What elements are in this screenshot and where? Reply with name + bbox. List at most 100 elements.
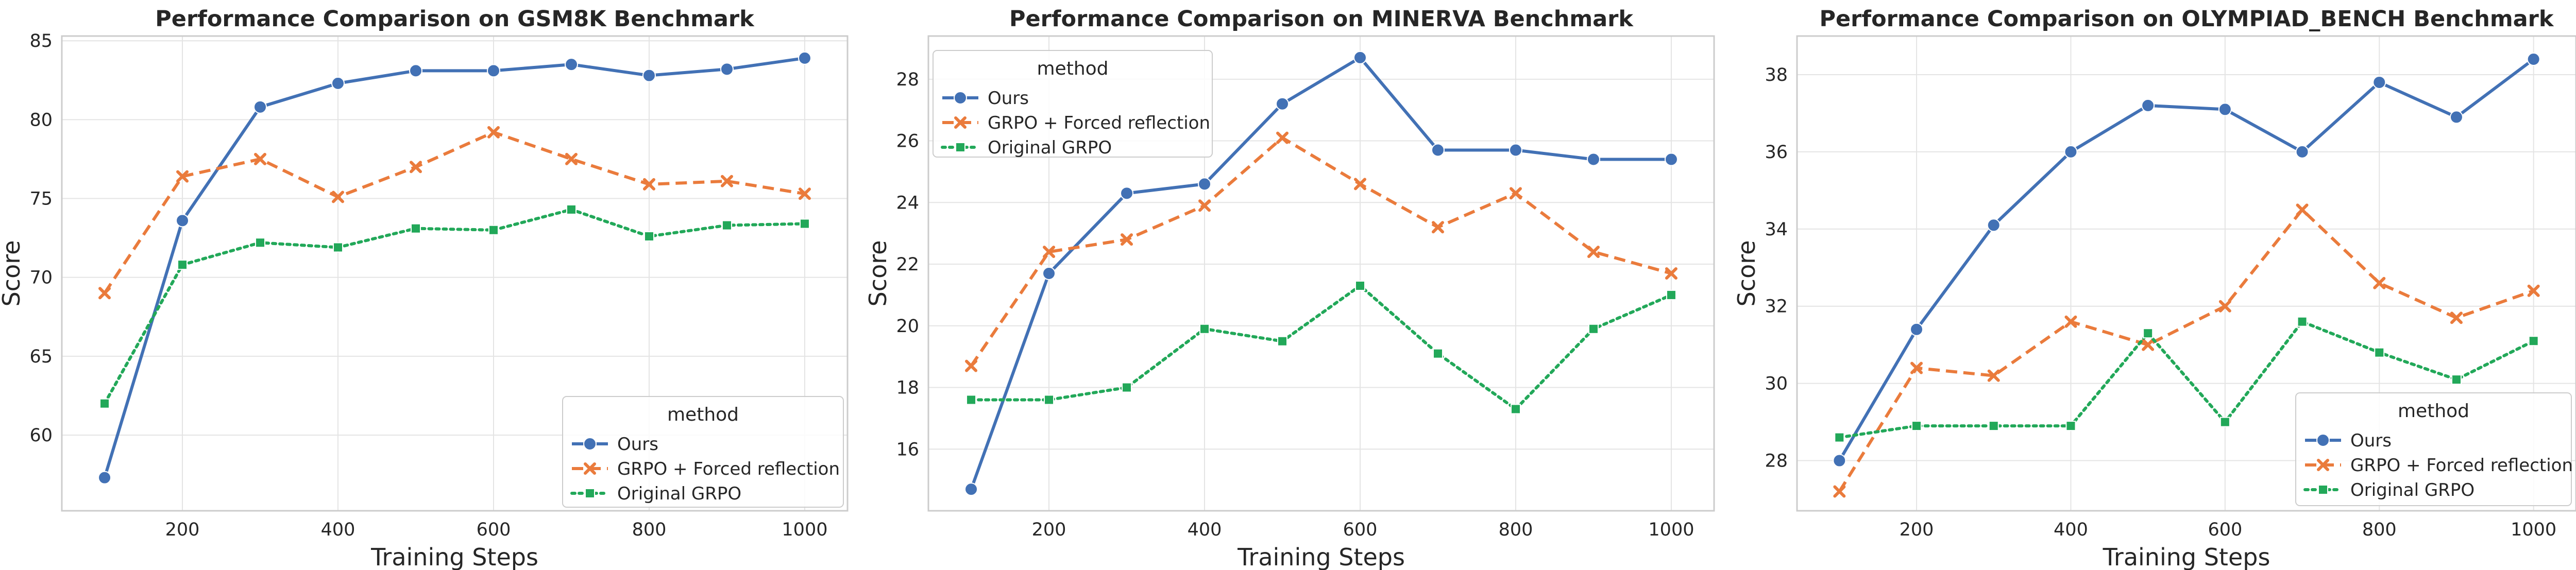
- data-point: [1664, 152, 1678, 166]
- data-point: [2218, 300, 2231, 313]
- legend-marker: [2316, 434, 2330, 447]
- data-point: [1277, 336, 1288, 347]
- y-tick-label: 26: [896, 131, 919, 152]
- y-tick-label: 20: [896, 316, 919, 337]
- data-point: [2527, 284, 2540, 297]
- data-point: [1509, 143, 1522, 157]
- data-point: [1588, 323, 1599, 334]
- plot-frame: [927, 35, 1715, 512]
- legend-entry: GRPO + Forced reflection: [2350, 455, 2573, 476]
- x-tick-label: 1000: [1648, 520, 1694, 540]
- plot-frame: [61, 35, 849, 512]
- data-point: [331, 76, 345, 90]
- legend-entry: Original GRPO: [617, 483, 741, 504]
- data-point: [1910, 361, 1923, 374]
- x-tick-label: 600: [1343, 520, 1378, 540]
- chart-title: Performance Comparison on GSM8K Benchmar…: [155, 6, 755, 32]
- data-point: [2143, 328, 2154, 339]
- legend-entry: GRPO + Forced reflection: [617, 459, 840, 479]
- y-tick-label: 30: [1765, 374, 1788, 394]
- chart-panel-2: 16 18 20 22 24 26 28 200 400 600 800 1000 Performanc…: [864, 6, 1715, 570]
- y-tick-label: 65: [29, 347, 53, 367]
- data-point: [2528, 336, 2539, 347]
- data-point: [411, 223, 421, 234]
- y-tick-label: 38: [1765, 65, 1788, 85]
- data-point: [2374, 347, 2385, 358]
- series-line: [1838, 58, 2535, 462]
- x-axis-label: Training Steps: [370, 543, 538, 570]
- y-tick-label: 80: [29, 110, 53, 130]
- legend-entry: Original GRPO: [2350, 480, 2475, 500]
- data-point: [1432, 348, 1443, 359]
- data-point: [1042, 267, 1056, 280]
- data-point: [1198, 199, 1211, 212]
- data-point: [1987, 369, 2000, 382]
- data-point: [410, 161, 422, 174]
- series-line: [103, 130, 805, 294]
- data-point: [1354, 280, 1365, 291]
- data-point: [1510, 404, 1521, 414]
- x-axis-label: Training Steps: [1237, 543, 1405, 570]
- data-point: [2064, 145, 2078, 159]
- chart-panel-1: 60 65 70 75 80 85 200 400 600 800 1000 Performance …: [0, 6, 849, 570]
- data-point: [487, 126, 500, 139]
- data-point: [2450, 312, 2463, 324]
- data-point: [176, 170, 189, 183]
- y-tick-label: 32: [1765, 297, 1788, 317]
- y-tick-label: 70: [29, 268, 53, 288]
- data-point: [2065, 421, 2076, 431]
- data-point: [2219, 417, 2230, 427]
- series-ours: [1833, 52, 2540, 468]
- data-point: [2296, 203, 2309, 216]
- data-point: [1199, 323, 1210, 334]
- y-tick-label: 28: [896, 70, 919, 90]
- data-point: [1988, 421, 1999, 431]
- data-point: [2297, 316, 2308, 327]
- chart-title: Performance Comparison on MINERVA Benchm…: [1009, 6, 1634, 32]
- legend-box: [933, 50, 1213, 158]
- x-tick-label: 600: [477, 520, 511, 540]
- series-grpo-forced-reflection: [1833, 203, 2540, 498]
- legend-marker: [2318, 485, 2328, 495]
- data-point: [2218, 102, 2232, 116]
- legend-entry: Ours: [988, 88, 1029, 109]
- legend-marker: [583, 437, 597, 451]
- legend-box: [562, 396, 844, 508]
- data-point: [486, 64, 500, 78]
- data-point: [332, 191, 345, 203]
- y-tick-label: 75: [29, 189, 53, 210]
- data-point: [255, 237, 266, 248]
- data-point: [488, 224, 499, 235]
- data-point: [98, 287, 111, 300]
- series-line: [103, 208, 806, 405]
- legend-entry: Ours: [2350, 430, 2392, 451]
- legend-box: [2295, 392, 2572, 506]
- data-point: [720, 62, 734, 76]
- data-point: [1121, 233, 1133, 246]
- y-tick-label: 60: [29, 425, 53, 446]
- data-point: [253, 100, 267, 114]
- y-tick-label: 28: [1765, 451, 1788, 472]
- y-tick-label: 85: [29, 31, 53, 51]
- data-point: [1665, 267, 1677, 280]
- data-point: [1198, 177, 1212, 191]
- legend-marker: [585, 488, 595, 498]
- data-point: [2372, 75, 2386, 89]
- data-point: [98, 471, 112, 485]
- data-point: [642, 68, 656, 82]
- y-tick-label: 16: [896, 439, 919, 460]
- x-tick-label: 800: [1499, 520, 1533, 540]
- data-point: [798, 187, 811, 200]
- series-original-grpo: [99, 204, 810, 409]
- x-tick-label: 1000: [2511, 520, 2556, 540]
- legend-marker: [955, 142, 965, 152]
- x-tick-label: 200: [1900, 520, 1934, 540]
- y-axis-label: Score: [0, 240, 25, 307]
- data-point: [2451, 374, 2462, 385]
- data-point: [1120, 186, 1134, 200]
- series-line: [970, 56, 1671, 490]
- data-point: [333, 242, 344, 253]
- data-point: [798, 51, 811, 65]
- data-point: [565, 152, 578, 165]
- data-point: [1276, 97, 1290, 111]
